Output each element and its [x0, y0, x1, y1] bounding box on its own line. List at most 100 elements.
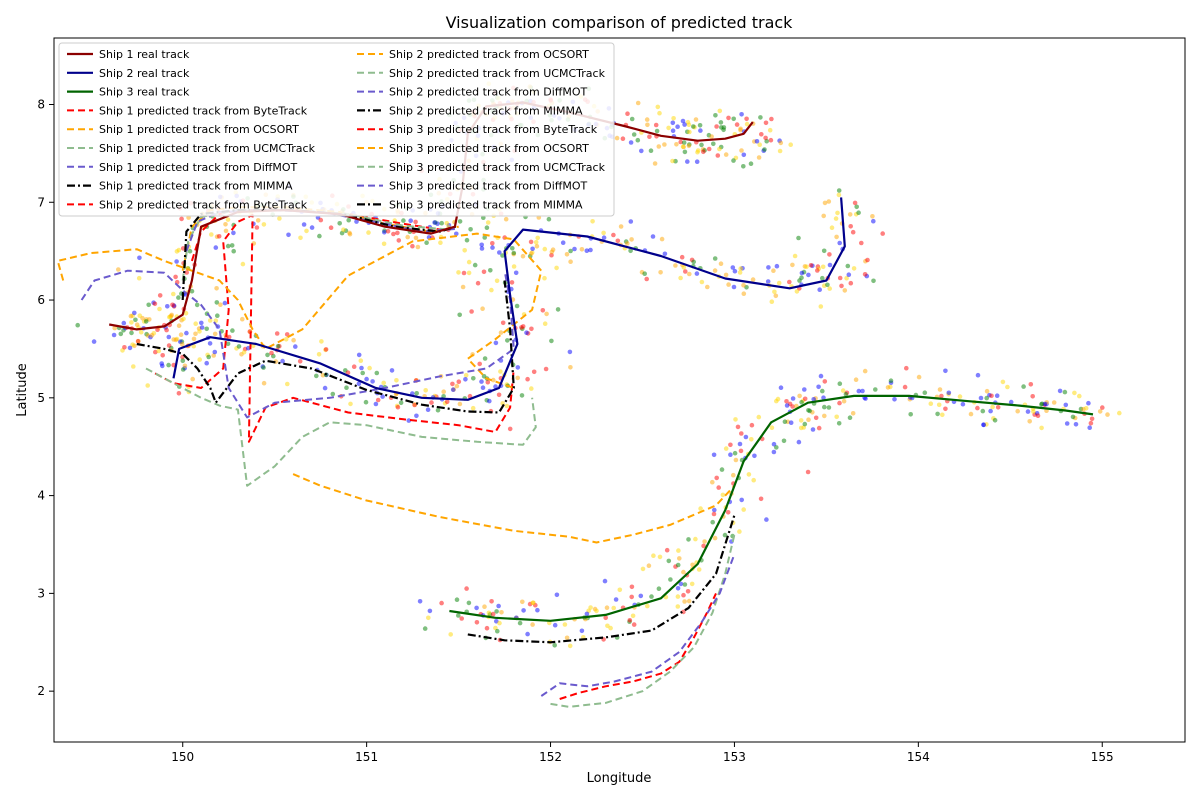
observation-point [524, 330, 529, 336]
observation-point [1025, 409, 1031, 414]
observation-point [285, 381, 290, 387]
observation-point [475, 280, 481, 286]
observation-point [723, 152, 729, 157]
observation-point [737, 529, 742, 534]
observation-point [432, 220, 437, 225]
observation-point [804, 264, 809, 270]
observation-point [693, 117, 699, 122]
observation-point [862, 368, 868, 374]
observation-point [197, 357, 202, 362]
observation-point [734, 122, 740, 127]
observation-point [871, 278, 876, 284]
observation-point [360, 370, 366, 376]
observation-point [992, 418, 998, 423]
x-tick-label: 155 [1091, 750, 1114, 764]
observation-point [493, 340, 499, 346]
observation-point [223, 222, 228, 227]
observation-point [280, 358, 285, 364]
observation-point [444, 220, 450, 226]
observation-point [648, 148, 654, 153]
observation-point [429, 400, 434, 405]
observation-point [179, 216, 184, 222]
observation-point [594, 608, 599, 614]
observation-point [817, 287, 822, 293]
observation-point [525, 376, 530, 382]
observation-point [705, 284, 710, 290]
observation-point [193, 321, 198, 327]
observation-point [479, 246, 485, 251]
observation-point [479, 379, 484, 384]
observation-point [675, 124, 680, 129]
observation-point [1039, 425, 1044, 431]
observation-point [686, 122, 692, 128]
observation-point [608, 625, 613, 631]
observation-point [650, 234, 656, 239]
observation-point [1062, 389, 1068, 395]
observation-point [943, 406, 948, 412]
observation-point [381, 380, 387, 386]
observation-point [1097, 409, 1103, 414]
observation-point [839, 283, 844, 289]
observation-point [681, 140, 687, 145]
observation-point [653, 122, 659, 128]
observation-point [241, 350, 247, 355]
observation-point [863, 396, 868, 401]
observation-point [758, 496, 764, 502]
series-line [559, 592, 717, 700]
observation-point [652, 161, 658, 166]
observation-point [439, 600, 444, 606]
observation-point [1021, 384, 1026, 389]
observation-point [820, 264, 826, 270]
observation-point [802, 421, 808, 427]
observation-point [712, 507, 717, 513]
observation-point [733, 457, 739, 463]
observation-point [166, 362, 171, 368]
legend-box [58, 42, 615, 217]
observation-point [694, 271, 700, 276]
observation-point [792, 253, 798, 259]
observation-point [756, 155, 762, 160]
observation-point [615, 238, 621, 244]
observation-point [513, 270, 519, 276]
observation-point [149, 332, 155, 338]
observation-point [1030, 394, 1035, 399]
observation-point [134, 322, 140, 328]
observation-point [1015, 408, 1020, 414]
observation-point [935, 411, 940, 417]
x-tick-label: 153 [723, 750, 746, 764]
observation-point [810, 427, 816, 432]
observation-point [702, 539, 707, 544]
observation-point [603, 615, 608, 621]
observation-point [207, 341, 213, 346]
observation-point [888, 378, 894, 384]
y-tick-label: 3 [37, 586, 45, 600]
observation-point [618, 224, 624, 229]
observation-point [657, 554, 663, 560]
observation-point [156, 348, 161, 354]
observation-point [717, 108, 723, 114]
observation-point [529, 326, 534, 332]
series-line [449, 394, 1094, 622]
plot-frame [53, 37, 1186, 743]
observation-point [737, 270, 743, 275]
observation-point [137, 313, 143, 319]
observation-point [454, 597, 460, 602]
observation-point [712, 256, 718, 261]
observation-point [341, 227, 346, 232]
observation-point [678, 139, 683, 145]
observation-point [978, 395, 984, 401]
observation-point [525, 631, 530, 637]
observation-point [642, 271, 647, 277]
y-tick-label: 7 [37, 195, 45, 209]
observation-point [146, 302, 151, 308]
observation-point [771, 449, 777, 455]
observation-point [748, 161, 754, 166]
observation-point [647, 134, 652, 139]
observation-point [328, 225, 334, 230]
observation-point [157, 306, 162, 312]
observation-point [395, 404, 401, 410]
legend-label: Ship 1 predicted track from MIMMA [99, 180, 293, 193]
observation-point [345, 370, 351, 376]
observation-point [908, 412, 913, 417]
observation-point [689, 581, 695, 587]
